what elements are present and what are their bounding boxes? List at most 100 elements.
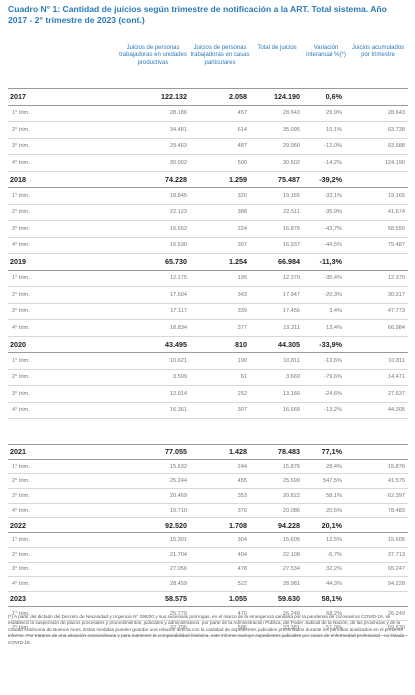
cell-value: 377 <box>237 324 247 331</box>
quarter-row: 2° trim. 34.481 614 35.095 10,1% 63.738 <box>8 122 408 139</box>
cell-value: 37.713 <box>387 551 405 558</box>
cell-value: 58,1% <box>326 492 342 499</box>
row-label: 3° trim. <box>12 566 30 573</box>
cell-value: 190 <box>237 357 247 364</box>
cell-value: 29.950 <box>282 143 300 150</box>
year-row: 2017 122.132 2.058 124.190 0,6% <box>8 89 408 106</box>
row-label: 3° trim. <box>12 308 30 315</box>
row-label: 2019 <box>10 257 26 267</box>
cell-value: 307 <box>237 407 247 414</box>
quarter-row: 3° trim. 27.056 478 27.534 32,2% 65.247 <box>8 563 408 578</box>
cell-value: 65.247 <box>387 566 405 573</box>
quarter-row: 4° trim. 28.459 522 28.981 44,3% 94.228 <box>8 577 408 592</box>
cell-value: -35,4% <box>324 275 342 282</box>
cell-value: 16.668 <box>282 407 300 414</box>
cell-value: 124.190 <box>274 92 300 102</box>
cell-value: -13,2% <box>324 407 342 414</box>
cell-value: 3.660 <box>286 374 300 381</box>
column-header: Juicios de personas trabajadoras en unid… <box>119 45 187 66</box>
cell-value: 16.652 <box>169 225 187 232</box>
cell-value: 41.674 <box>387 209 405 216</box>
quarter-row: 4° trim. 18.834 377 19.211 13,4% 66.984 <box>8 320 408 337</box>
cell-value: 27.056 <box>169 566 187 573</box>
cell-value: 320 <box>237 192 247 199</box>
row-label: 4° trim. <box>12 159 30 166</box>
cell-value: 44.305 <box>387 407 405 414</box>
row-label: 2° trim. <box>12 374 30 381</box>
quarter-row: 3° trim. 29.463 487 29.950 -12,0% 93.688 <box>8 139 408 155</box>
row-label: 2° trim. <box>12 625 30 632</box>
quarter-row: 3° trim. 12.914 252 13.166 -24,6% 27.637 <box>8 386 408 403</box>
quarter-row: 2° trim. 3.599 61 3.660 -79,6% 14.471 <box>8 370 408 386</box>
cell-value: 21.704 <box>169 551 187 558</box>
cell-value: 29.463 <box>169 143 187 150</box>
year-row: 2023 58.575 1.055 59.630 58,1% <box>8 592 408 607</box>
cell-value: 58,1% <box>321 594 342 604</box>
cell-value: 68,2% <box>326 610 342 617</box>
cell-value: 1.708 <box>229 520 247 530</box>
row-label: 2023 <box>10 594 26 604</box>
cell-value: 20.086 <box>282 507 300 514</box>
cell-value: 195 <box>237 275 247 282</box>
row-label: 1° trim. <box>12 610 30 617</box>
rule <box>8 88 408 89</box>
footnote: (*) A partir del dictado del Decreto de … <box>8 614 407 645</box>
row-label: 2021 <box>10 447 26 457</box>
row-label: 1° trim. <box>12 110 30 117</box>
cell-value: 17.456 <box>282 308 300 315</box>
cell-value: 15.876 <box>387 463 405 470</box>
row-label: 1° trim. <box>12 357 30 364</box>
cell-value: -6,7% <box>327 551 342 558</box>
cell-value: 32.796 <box>169 625 187 632</box>
cell-value: 25.779 <box>169 610 187 617</box>
cell-value: 92.520 <box>165 520 187 530</box>
cell-value: -12,6% <box>324 357 342 364</box>
cell-value: 19.211 <box>283 324 300 331</box>
cell-value: -24,6% <box>324 390 342 397</box>
cell-value: 25.699 <box>282 478 300 485</box>
cell-value: 93.688 <box>387 143 405 150</box>
row-label: 3° trim. <box>12 492 30 499</box>
year-row: 2021 77.055 1.428 78.483 77,1% <box>8 445 408 460</box>
cell-value: 43.495 <box>165 339 187 349</box>
cell-value: 28.459 <box>169 581 187 588</box>
cell-value: 10.811 <box>388 357 405 364</box>
quarter-row: 1° trim. 18.845 320 19.165 -33,1% 19.165 <box>8 188 408 205</box>
row-label: 2022 <box>10 520 26 530</box>
cell-value: 22.123 <box>169 209 187 216</box>
cell-value: -79,6% <box>324 374 342 381</box>
cell-value: 457 <box>237 110 247 117</box>
cell-value: 547,5% <box>323 478 342 485</box>
row-label: 1° trim. <box>12 537 30 544</box>
cell-value: 28.643 <box>387 110 405 117</box>
quarter-row: 2° trim. 25.244 455 25.699 547,5% 41.575 <box>8 474 408 490</box>
cell-value: 16.876 <box>282 225 300 232</box>
cell-value: -12,0% <box>324 143 342 150</box>
cell-value: 13,4% <box>326 324 342 331</box>
cell-value: 12.370 <box>282 275 300 282</box>
quarter-row: 1° trim. 12.175 195 12.370 -35,4% 12.370 <box>8 271 408 287</box>
cell-value: 244 <box>237 463 247 470</box>
cell-value: 28.981 <box>282 581 300 588</box>
row-label: 2° trim. <box>12 126 30 133</box>
cell-value: 307 <box>237 242 247 249</box>
cell-value: -35,9% <box>324 209 342 216</box>
row-label: 2018 <box>10 174 26 184</box>
quarter-row: 3° trim. 20.469 353 20.822 58,1% 62.397 <box>8 489 408 504</box>
cell-value: 12.914 <box>169 390 187 397</box>
cell-value: 1.254 <box>229 257 247 267</box>
cell-value: 20,1% <box>321 520 342 530</box>
cell-value: 12,5% <box>326 537 342 544</box>
cell-value: 353 <box>237 492 247 499</box>
cell-value: 74.228 <box>165 174 187 184</box>
cell-value: -14,2% <box>324 159 342 166</box>
cell-value: 34.481 <box>169 126 187 133</box>
cell-value: 487 <box>237 143 247 150</box>
cell-value: 20.822 <box>282 492 300 499</box>
cell-value: 1.259 <box>229 174 247 184</box>
cell-value: 404 <box>237 551 247 558</box>
cell-value: 14.471 <box>387 374 405 381</box>
cell-value: 388 <box>237 209 247 216</box>
cell-value: 124.190 <box>384 159 405 166</box>
cell-value: 585 <box>237 625 247 632</box>
